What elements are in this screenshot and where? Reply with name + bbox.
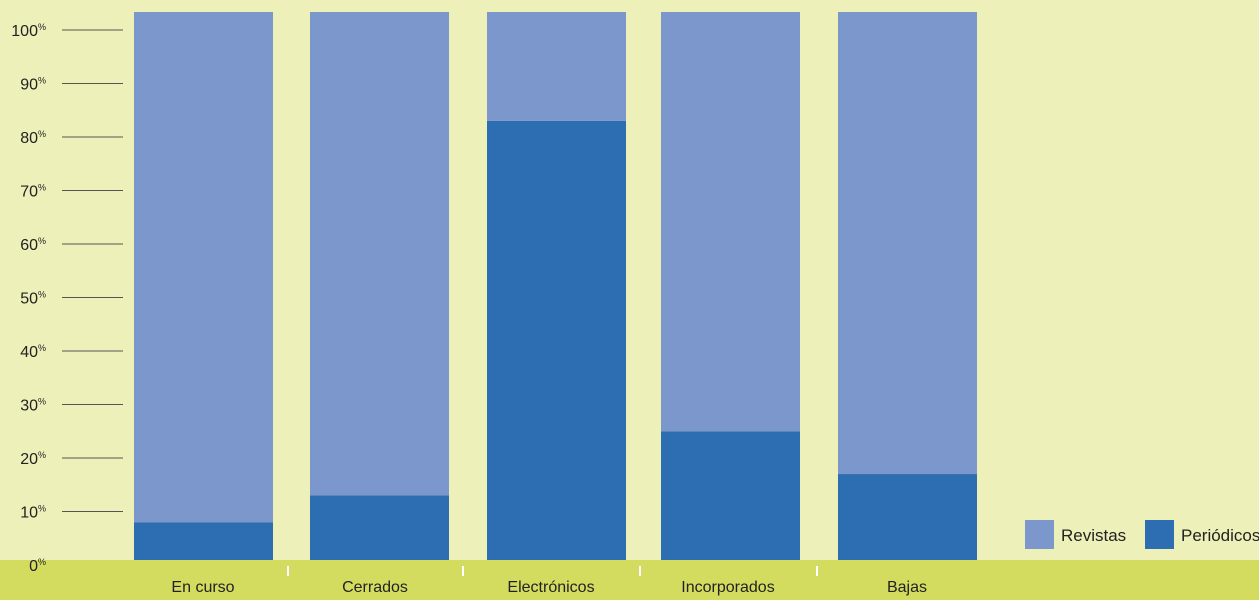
- x-tick-label: En curso: [171, 579, 234, 596]
- y-tick-suffix: %: [38, 450, 46, 460]
- x-axis-band: [0, 560, 1259, 600]
- bar-peridicos-4: [661, 431, 800, 560]
- legend-label: Periódicos: [1181, 526, 1259, 545]
- y-tick-suffix: %: [38, 504, 46, 514]
- y-tick-label: 50%: [20, 290, 46, 308]
- bar-revistas-2: [310, 12, 449, 496]
- x-tick-label: Electrónicos: [507, 579, 594, 596]
- y-tick-label: 20%: [20, 450, 46, 468]
- y-tick-suffix: %: [38, 22, 46, 32]
- bar-revistas-1: [134, 12, 273, 523]
- y-tick-label: 30%: [20, 397, 46, 415]
- x-tick-label: Cerrados: [342, 579, 408, 596]
- y-tick-label: 40%: [20, 343, 46, 361]
- y-tick-suffix: %: [38, 557, 46, 567]
- x-tick-label: Bajas: [887, 579, 927, 596]
- y-tick-label: 90%: [20, 76, 46, 94]
- y-tick-suffix: %: [38, 343, 46, 353]
- y-tick-suffix: %: [38, 76, 46, 86]
- x-tick-label: Incorporados: [681, 579, 774, 596]
- y-tick-suffix: %: [38, 129, 46, 139]
- y-tick-label: 10%: [20, 504, 46, 522]
- y-tick-label: 70%: [20, 183, 46, 201]
- bar-revistas-3: [487, 12, 626, 121]
- y-tick-suffix: %: [38, 397, 46, 407]
- y-tick-suffix: %: [38, 236, 46, 246]
- bar-peridicos-5: [838, 474, 977, 560]
- y-tick-suffix: %: [38, 290, 46, 300]
- bar-peridicos-2: [310, 495, 449, 560]
- legend-label: Revistas: [1061, 526, 1126, 545]
- bar-peridicos-1: [134, 522, 273, 560]
- y-tick-label: 60%: [20, 236, 46, 254]
- y-tick-suffix: %: [38, 183, 46, 193]
- bar-revistas-4: [661, 12, 800, 432]
- legend-swatch: [1025, 520, 1054, 549]
- y-tick-label: 100%: [11, 22, 46, 40]
- legend-swatch: [1145, 520, 1174, 549]
- bar-peridicos-3: [487, 120, 626, 560]
- bar-revistas-5: [838, 12, 977, 475]
- y-tick-label: 80%: [20, 129, 46, 147]
